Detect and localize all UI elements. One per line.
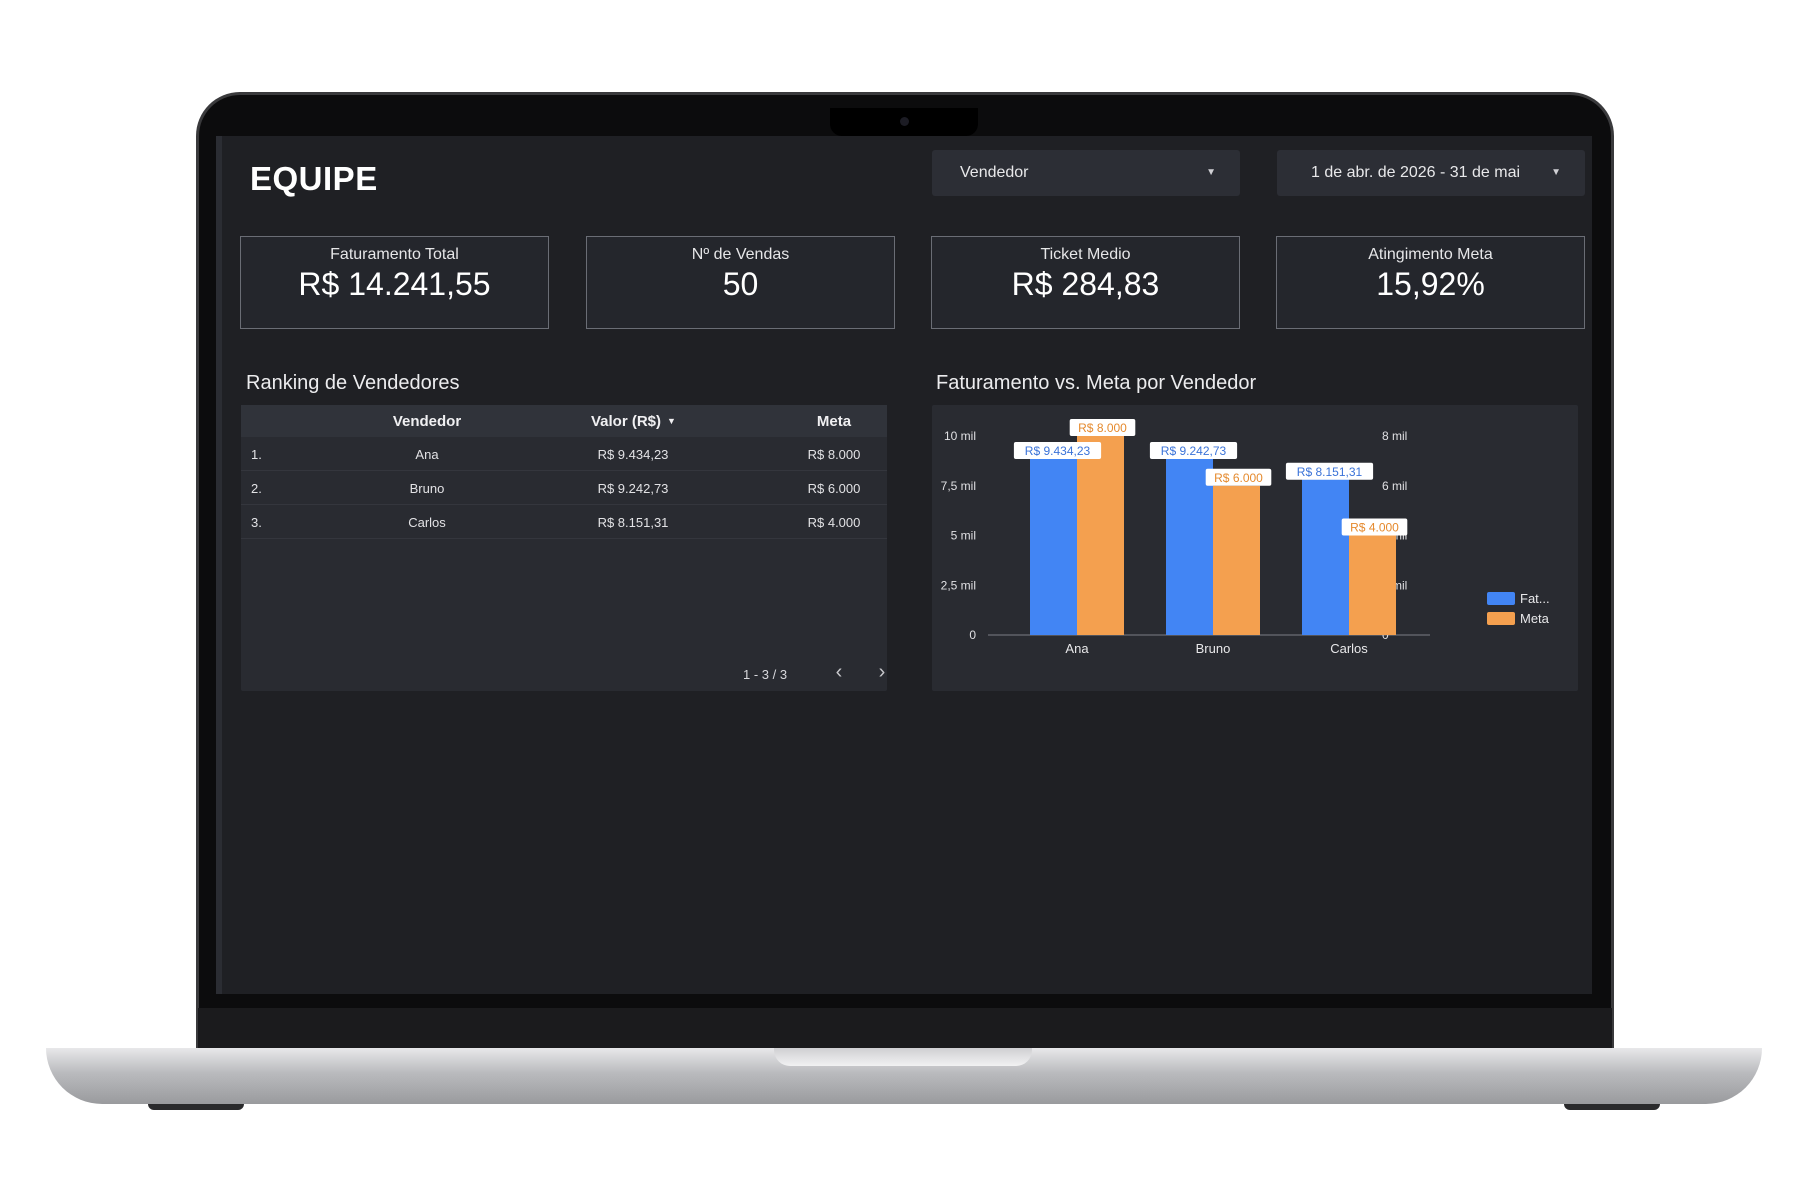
x-tick-label: Bruno — [1196, 641, 1231, 656]
bar-faturamento — [1166, 451, 1213, 635]
data-label-meta: R$ 6.000 — [1214, 471, 1263, 485]
kpi-card-ticket-medio: Ticket Medio R$ 284,83 — [931, 236, 1240, 329]
caret-down-icon: ▼ — [1551, 167, 1561, 178]
date-range-picker[interactable]: 1 de abr. de 2026 - 31 de mai. de 2026 ▼ — [1277, 150, 1585, 196]
kpi-value: R$ 14.241,55 — [298, 266, 491, 302]
kpi-card-faturamento-total: Faturamento Total R$ 14.241,55 — [240, 236, 549, 329]
column-header-valor[interactable]: Valor (R$) ▼ — [591, 413, 706, 430]
data-label-faturamento: R$ 9.434,23 — [1025, 444, 1091, 458]
legend-swatch — [1487, 592, 1515, 605]
chart-section-title: Faturamento vs. Meta por Vendedor — [936, 372, 1257, 394]
caret-down-icon: ▼ — [1206, 167, 1216, 178]
dashboard-screen: EQUIPE Vendedor ▼ 1 de abr. de 2026 - 31… — [216, 136, 1592, 994]
column-header-valor-label: Valor (R$) — [591, 413, 662, 430]
row-rank: 2. — [251, 481, 262, 496]
row-vendedor: Ana — [415, 447, 439, 462]
legend-label: Meta — [1520, 611, 1550, 626]
y-left-tick-label: 7,5 mil — [941, 479, 976, 493]
x-tick-label: Carlos — [1330, 641, 1368, 656]
pagination-label: 1 - 3 / 3 — [743, 667, 788, 682]
kpi-label: Nº de Vendas — [691, 246, 790, 263]
y-right-tick-label: 6 mil — [1382, 479, 1407, 493]
table-header: Vendedor Valor (R$) ▼ Meta — [241, 405, 887, 437]
row-valor: R$ 8.151,31 — [597, 515, 669, 530]
laptop-foot-right — [1564, 1104, 1660, 1110]
row-meta: R$ 6.000 — [807, 481, 861, 496]
data-label-bg-faturamento — [1149, 442, 1238, 459]
data-label-bg-faturamento — [1285, 462, 1374, 480]
table-row[interactable]: 2. Bruno R$ 9.242,73 R$ 6.000 — [241, 471, 887, 505]
ranking-table: Vendedor Valor (R$) ▼ Meta 1. Ana R$ 9.43… — [241, 405, 887, 691]
kpi-label: Faturamento Total — [330, 246, 459, 263]
chevron-left-icon[interactable]: ‹ — [835, 661, 843, 683]
screen-edge — [216, 136, 222, 994]
row-vendedor: Bruno — [409, 481, 445, 496]
kpi-label: Atingimento Meta — [1368, 246, 1493, 263]
row-rank: 3. — [251, 515, 262, 530]
ranking-section-title: Ranking de Vendedores — [246, 372, 460, 394]
kpi-card-atingimento-meta: Atingimento Meta 15,92% — [1276, 236, 1585, 329]
camera-icon — [900, 117, 909, 126]
y-left-tick-label: 5 mil — [951, 529, 976, 543]
y-left-tick-label: 2,5 mil — [941, 578, 976, 592]
data-label-bg-meta — [1205, 468, 1272, 486]
chevron-right-icon[interactable]: › — [878, 661, 886, 683]
y-left-tick-label: 10 mil — [944, 429, 976, 443]
row-valor: R$ 9.242,73 — [597, 481, 669, 496]
bar-faturamento — [1030, 447, 1077, 635]
kpi-card-numero-vendas: Nº de Vendas 50 — [586, 236, 895, 329]
y-left-tick-label: 0 — [969, 628, 976, 642]
laptop-bezel-bottom — [198, 1008, 1612, 1048]
column-header-meta[interactable]: Meta — [816, 413, 852, 430]
column-header-vendedor[interactable]: Vendedor — [392, 413, 462, 430]
vendedor-filter-dropdown[interactable]: Vendedor ▼ — [932, 150, 1240, 196]
row-meta: R$ 4.000 — [807, 515, 861, 530]
row-rank: 1. — [251, 447, 262, 462]
vendedor-filter-label: Vendedor — [960, 164, 1029, 181]
data-label-bg-faturamento — [1013, 442, 1102, 459]
data-label-faturamento: R$ 8.151,31 — [1297, 465, 1363, 479]
bar-faturamento — [1302, 472, 1349, 635]
kpi-value: 50 — [722, 266, 759, 302]
kpi-value: 15,92% — [1376, 266, 1485, 302]
y-right-tick-label: 8 mil — [1382, 429, 1407, 443]
data-label-meta: R$ 4.000 — [1350, 521, 1399, 535]
data-label-meta: R$ 8.000 — [1078, 421, 1127, 435]
date-range-label: 1 de abr. de 2026 - 31 de mai. de 2026 — [1311, 164, 1521, 181]
page-title: EQUIPE — [250, 160, 378, 197]
row-valor: R$ 9.434,23 — [597, 447, 669, 462]
table-row[interactable]: 1. Ana R$ 9.434,23 R$ 8.000 — [241, 437, 887, 471]
data-label-faturamento: R$ 9.242,73 — [1161, 444, 1227, 458]
bar-meta — [1213, 485, 1260, 635]
x-tick-label: Ana — [1065, 641, 1089, 656]
legend-swatch — [1487, 612, 1515, 625]
kpi-label: Ticket Medio — [1040, 246, 1131, 263]
kpi-value: R$ 284,83 — [1011, 266, 1160, 302]
sort-desc-icon: ▼ — [667, 416, 676, 426]
row-meta: R$ 8.000 — [807, 447, 861, 462]
data-label-bg-meta — [1069, 419, 1136, 436]
laptop-opening-notch — [774, 1048, 1032, 1066]
table-row[interactable]: 3. Carlos R$ 8.151,31 R$ 4.000 — [241, 505, 887, 539]
data-label-bg-meta — [1341, 518, 1408, 536]
bar-meta — [1077, 436, 1124, 635]
laptop-foot-left — [148, 1104, 244, 1110]
bar-meta — [1349, 535, 1396, 635]
row-vendedor: Carlos — [408, 515, 446, 530]
legend-label: Fat... — [1520, 591, 1550, 606]
